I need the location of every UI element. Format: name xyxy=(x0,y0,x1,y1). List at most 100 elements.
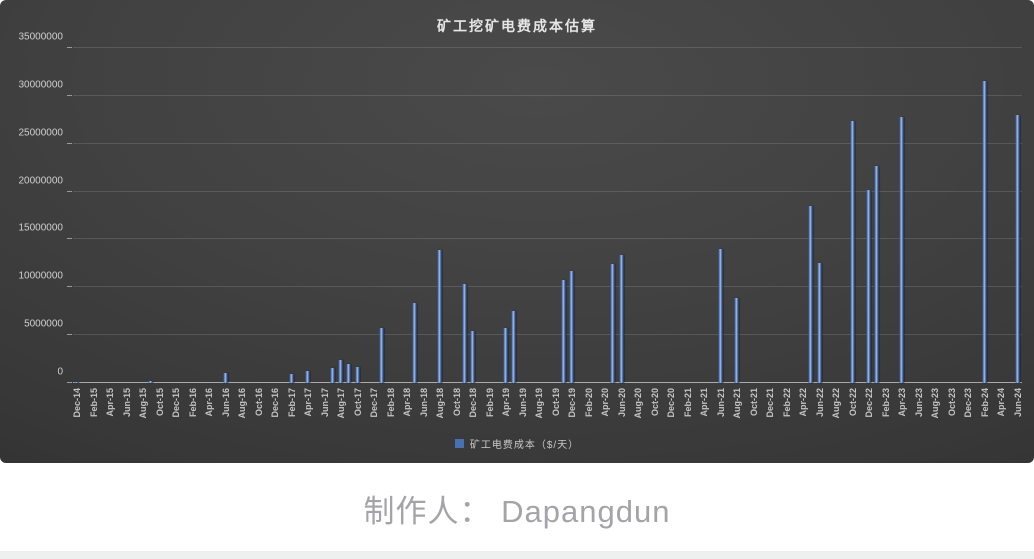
x-tick-label: Apr-17 xyxy=(303,388,314,417)
bar-slot xyxy=(321,48,329,383)
x-tick-label: Dec-19 xyxy=(567,388,578,418)
bar-slot xyxy=(659,48,667,383)
y-tick-label: 25000000 xyxy=(18,127,64,139)
bar-slot xyxy=(329,48,337,383)
bar-slot xyxy=(840,48,848,383)
bar xyxy=(470,331,475,383)
bar-slot xyxy=(849,48,857,383)
bar xyxy=(511,311,516,383)
x-tick-label: Apr-22 xyxy=(798,388,809,417)
bar-slot xyxy=(535,48,543,383)
bar-slot xyxy=(354,48,362,383)
bar-slot xyxy=(651,48,659,383)
bar-slot xyxy=(543,48,551,383)
y-tick-mark xyxy=(67,142,72,144)
bar-slot xyxy=(279,48,287,383)
bar-slot xyxy=(609,48,617,383)
bar xyxy=(569,271,574,383)
bar-slot xyxy=(370,48,378,383)
x-tick-label: Aug-16 xyxy=(237,388,248,419)
bar-slot xyxy=(684,48,692,383)
gridline xyxy=(73,142,1022,144)
bar-slot xyxy=(964,48,972,383)
bar-slot xyxy=(890,48,898,383)
bar-slot xyxy=(156,48,164,383)
bar-slot xyxy=(552,48,560,383)
chart-panel: 矿工挖矿电费成本估算 0 5000000 10000000 15000000 20000… xyxy=(0,0,1034,463)
x-tick-label: Jun-23 xyxy=(913,388,924,418)
bar-slot xyxy=(436,48,444,383)
bar-slot xyxy=(634,48,642,383)
x-tick-label: Feb-16 xyxy=(187,388,198,418)
x-tick-label: Aug-23 xyxy=(930,388,941,419)
x-tick-label: Apr-21 xyxy=(699,388,710,417)
x-tick-label: Dec-21 xyxy=(765,388,776,418)
bar-slot xyxy=(197,48,205,383)
bar-slot xyxy=(131,48,139,383)
bar-slot xyxy=(106,48,114,383)
bar-slot xyxy=(527,48,535,383)
bar-slot xyxy=(362,48,370,383)
bar-slot xyxy=(675,48,683,383)
bar-slot xyxy=(585,48,593,383)
bar-slot xyxy=(766,48,774,383)
bar-slot xyxy=(1014,48,1022,383)
bar-slot xyxy=(824,48,832,383)
bar xyxy=(462,284,467,383)
y-tick-label: 35000000 xyxy=(18,31,64,43)
x-tick-label: Aug-22 xyxy=(831,388,842,419)
bar-slot xyxy=(469,48,477,383)
bar-slot xyxy=(123,48,131,383)
x-tick-label: Feb-22 xyxy=(781,388,792,418)
bar xyxy=(874,165,879,383)
x-tick-label: Jun-21 xyxy=(715,388,726,418)
x-tick-label: Aug-15 xyxy=(138,388,149,419)
bar-slot xyxy=(387,48,395,383)
x-tick-label: Aug-21 xyxy=(732,388,743,419)
bar-slot xyxy=(906,48,914,383)
bar xyxy=(379,327,384,383)
x-tick-label: Apr-18 xyxy=(402,388,413,417)
x-tick-label: Oct-19 xyxy=(550,388,561,417)
bar-slot xyxy=(263,48,271,383)
bar-slot xyxy=(667,48,675,383)
x-tick-label: Feb-15 xyxy=(88,388,99,418)
x-tick-label: Apr-23 xyxy=(897,388,908,417)
gridline xyxy=(73,286,1022,288)
bar-slot xyxy=(939,48,947,383)
bar xyxy=(982,80,987,383)
bar-slot xyxy=(510,48,518,383)
bar xyxy=(850,120,855,383)
bar-slot xyxy=(692,48,700,383)
bar-slot xyxy=(296,48,304,383)
x-tick-label: Dec-20 xyxy=(666,388,677,418)
x-tick-label: Oct-16 xyxy=(253,388,264,417)
x-tick-label: Dec-17 xyxy=(369,388,380,418)
x-tick-label: Jun-16 xyxy=(220,388,231,418)
bar-slot xyxy=(1005,48,1013,383)
x-tick-label: Apr-19 xyxy=(501,388,512,417)
bar-slot xyxy=(568,48,576,383)
bar-slot xyxy=(453,48,461,383)
y-tick-mark xyxy=(67,47,72,48)
bar-slot xyxy=(997,48,1005,383)
x-tick-label: Dec-18 xyxy=(468,388,479,418)
x-tick-label: Feb-23 xyxy=(880,388,891,418)
y-tick-label: 15000000 xyxy=(18,222,64,234)
bar-slot xyxy=(915,48,923,383)
x-tick-label: Apr-24 xyxy=(996,388,1007,417)
bar xyxy=(817,263,822,383)
bar-slot xyxy=(345,48,353,383)
x-tick-label: Apr-15 xyxy=(105,388,116,417)
bar-slot xyxy=(172,48,180,383)
bar xyxy=(619,254,624,383)
bar xyxy=(412,302,417,383)
bar-slot xyxy=(560,48,568,383)
bar-slot xyxy=(395,48,403,383)
bar-slot xyxy=(238,48,246,383)
x-tick-label: Jun-19 xyxy=(517,388,528,418)
bar-slot xyxy=(832,48,840,383)
x-tick-label: Aug-20 xyxy=(633,388,644,419)
bar xyxy=(346,364,351,383)
bar-slot xyxy=(898,48,906,383)
